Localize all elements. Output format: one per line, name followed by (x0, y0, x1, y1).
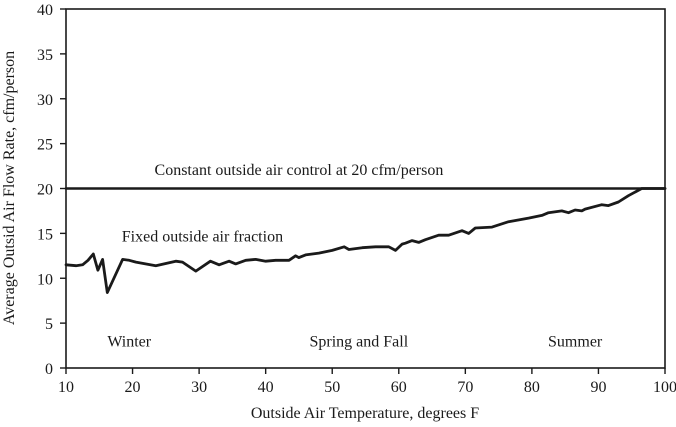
y-tick-label: 10 (37, 271, 53, 288)
y-axis-label: Average Outsid Air Flow Rate, cfm/person (1, 51, 18, 325)
y-tick-label: 15 (37, 226, 53, 243)
annotation-constant-control: Constant outside air control at 20 cfm/p… (155, 162, 444, 179)
annotation-winter: Winter (107, 333, 151, 350)
x-tick-label: 70 (457, 379, 473, 396)
annotations: Constant outside air control at 20 cfm/p… (107, 162, 603, 350)
x-tick-label: 90 (590, 379, 606, 396)
x-tick-label: 60 (391, 379, 407, 396)
y-tick-label: 20 (37, 182, 53, 199)
series-line-fixed-fraction (64, 187, 667, 295)
y-axis-ticks: 0 5 10 15 20 25 30 35 40 (37, 2, 66, 378)
y-tick-label: 30 (37, 92, 53, 109)
x-tick-label: 30 (191, 379, 207, 396)
x-tick-label: 100 (653, 379, 676, 396)
series-group (64, 187, 667, 295)
annotation-fixed-fraction: Fixed outside air fraction (122, 228, 283, 245)
annotation-summer: Summer (548, 333, 603, 350)
x-tick-label: 10 (58, 379, 74, 396)
x-axis-label: Outside Air Temperature, degrees F (251, 405, 479, 422)
x-tick-label: 80 (524, 379, 540, 396)
x-tick-label: 50 (324, 379, 340, 396)
x-tick-label: 20 (125, 379, 141, 396)
y-tick-label: 35 (37, 47, 53, 64)
x-axis-ticks: 10 20 30 40 50 60 70 80 90 100 (58, 368, 676, 396)
y-tick-label: 0 (45, 361, 53, 378)
y-tick-label: 25 (37, 137, 53, 154)
y-tick-label: 5 (45, 316, 53, 333)
x-tick-label: 40 (258, 379, 274, 396)
y-tick-label: 40 (37, 2, 53, 19)
annotation-spring-fall: Spring and Fall (310, 333, 409, 350)
